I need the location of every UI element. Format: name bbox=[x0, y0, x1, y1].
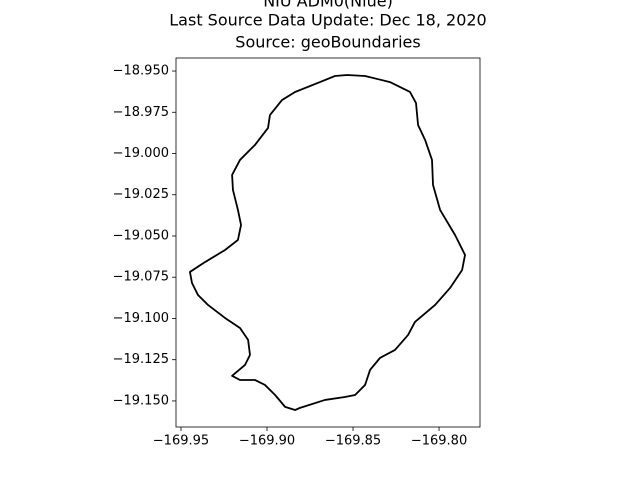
y-tick-label: −18.975 bbox=[113, 105, 169, 120]
y-tick-label: −19.150 bbox=[113, 393, 169, 408]
y-tick-label: −19.000 bbox=[113, 146, 169, 161]
chart-title: NIU ADM0(Niue) bbox=[263, 0, 393, 11]
y-tick-label: −19.100 bbox=[113, 311, 169, 326]
y-tick-label: −19.050 bbox=[113, 228, 169, 243]
y-tick-label: −18.950 bbox=[113, 64, 169, 79]
x-tick-label: −169.95 bbox=[153, 434, 209, 449]
plot-frame bbox=[175, 57, 481, 428]
x-tick-label: −169.80 bbox=[411, 434, 467, 449]
y-tick-label: −19.125 bbox=[113, 352, 169, 367]
y-tick-label: −19.075 bbox=[113, 270, 169, 285]
y-tick-label: −19.025 bbox=[113, 187, 169, 202]
boundary-line bbox=[189, 74, 466, 411]
chart-subtitle: Last Source Data Update: Dec 18, 2020 bbox=[169, 11, 486, 30]
x-tick-label: −169.85 bbox=[325, 434, 381, 449]
x-tick-label: −169.90 bbox=[239, 434, 295, 449]
chart-subtitle: Source: geoBoundaries bbox=[235, 33, 420, 52]
